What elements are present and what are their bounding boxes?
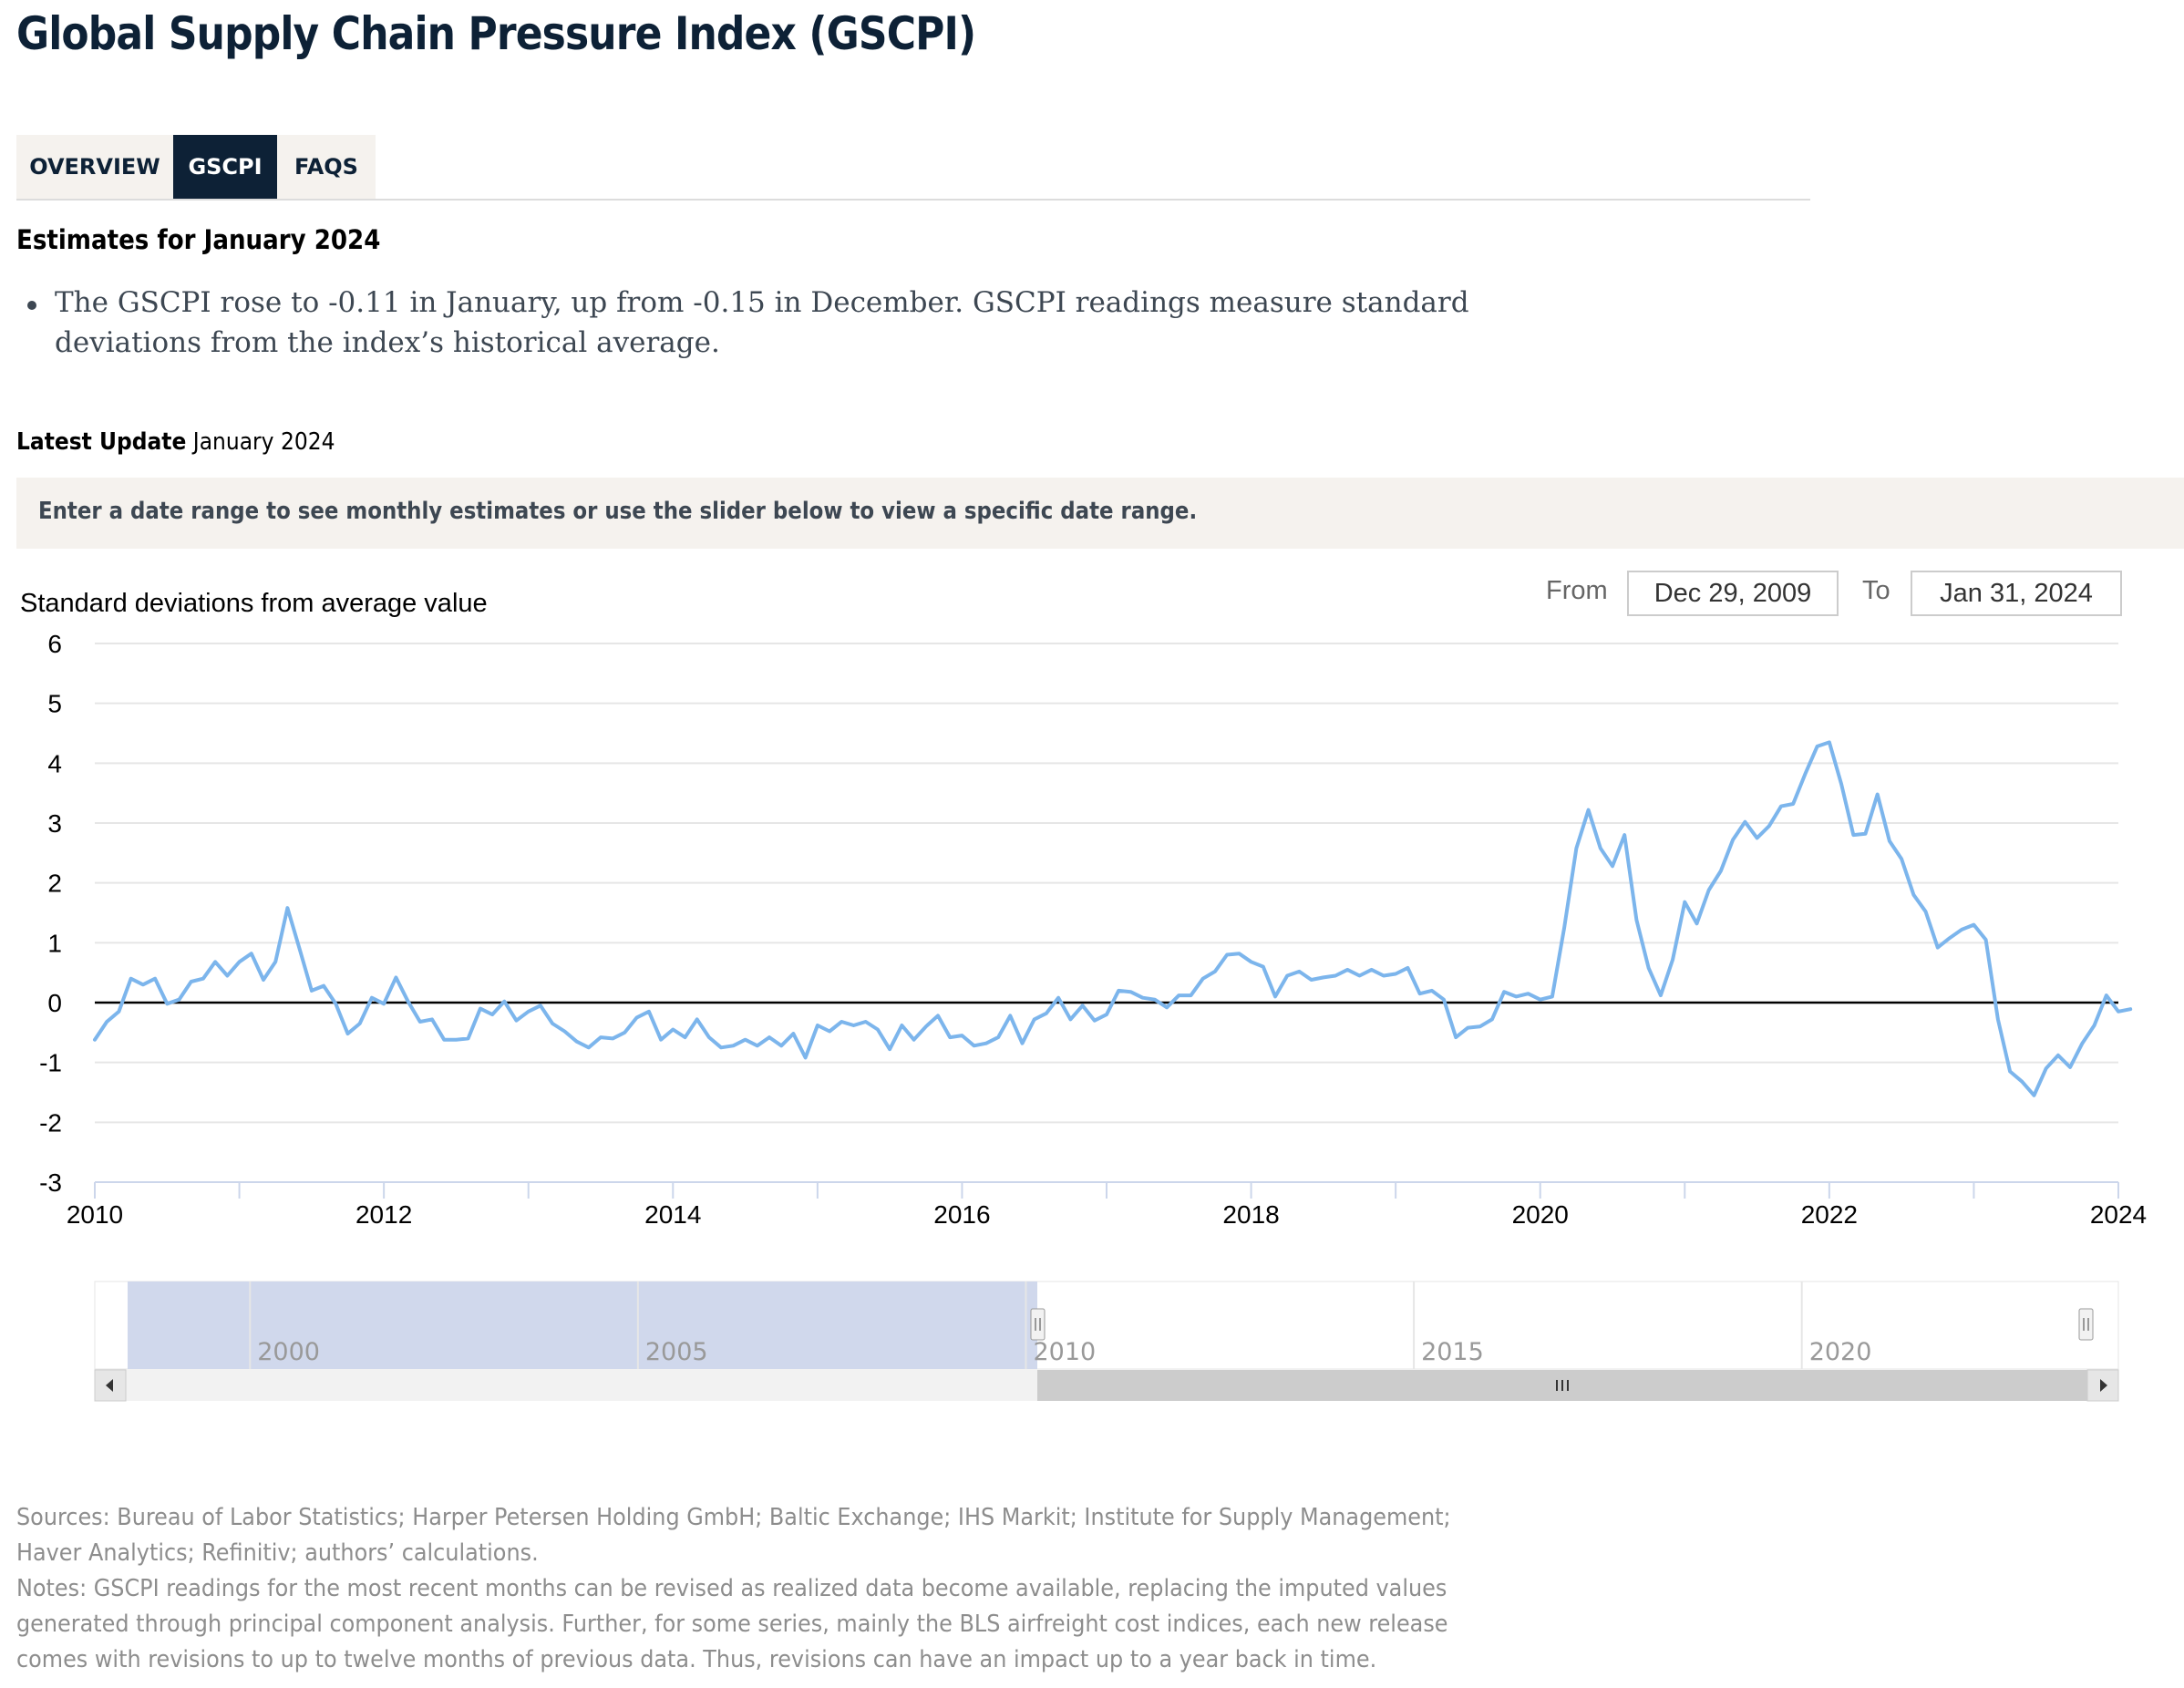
x-tick-label: 2018 <box>1222 1200 1279 1229</box>
y-tick-label: 4 <box>47 749 62 777</box>
arrow-left-icon <box>106 1379 113 1392</box>
latest-update-label: Latest Update <box>16 428 187 456</box>
instruction-text: Enter a date range to see monthly estima… <box>38 498 1198 525</box>
tab-bar: OVERVIEW GSCPI FAQS <box>16 135 1810 201</box>
page-title: Global Supply Chain Pressure Index (GSCP… <box>16 7 976 60</box>
instruction-panel: Enter a date range to see monthly estima… <box>16 478 2184 549</box>
y-tick-label: -1 <box>39 1049 62 1077</box>
estimates-bullet: The GSCPI rose to -0.11 in January, up f… <box>16 283 1566 363</box>
scrollbar-grip-icon <box>1556 1380 1569 1391</box>
x-tick-label: 2020 <box>1512 1200 1569 1229</box>
grid-lines <box>95 643 2118 1183</box>
y-tick-label: 5 <box>47 690 62 718</box>
x-tick-label: 2014 <box>644 1200 701 1229</box>
tab-faqs[interactable]: FAQS <box>277 135 376 199</box>
x-tick-labels: 2010 2012 2014 2016 2018 2020 2022 2024 <box>67 1182 2147 1229</box>
arrow-right-icon <box>2100 1379 2107 1392</box>
notes-text: Notes: GSCPI readings for the most recen… <box>16 1575 1448 1673</box>
scroll-left-button[interactable] <box>94 1369 127 1402</box>
y-tick-label: -2 <box>39 1108 62 1137</box>
y-tick-label: 3 <box>47 809 62 838</box>
range-to-label: To <box>1862 576 1890 605</box>
y-tick-label: 1 <box>47 929 62 957</box>
y-tick-label: -3 <box>39 1168 62 1197</box>
latest-update-value: January 2024 <box>192 428 335 456</box>
navigator-label: 2015 <box>1421 1338 1484 1366</box>
y-axis-title: Standard deviations from average value <box>20 589 488 618</box>
navigator-label: 2005 <box>645 1338 708 1366</box>
navigator-handle-right[interactable] <box>2078 1308 2094 1341</box>
sources-text: Sources: Bureau of Labor Statistics; Har… <box>16 1504 1451 1567</box>
x-tick-label: 2024 <box>2090 1200 2147 1229</box>
x-tick-label: 2022 <box>1801 1200 1858 1229</box>
range-to-input[interactable] <box>1911 571 2122 616</box>
latest-update: Latest Update January 2024 <box>16 428 335 456</box>
sources-notes: Sources: Bureau of Labor Statistics; Har… <box>16 1500 1458 1678</box>
range-from-label: From <box>1546 576 1608 605</box>
navigator-labels: 2000 2005 2010 2015 2020 <box>249 1281 1872 1369</box>
y-tick-labels: 6 5 4 3 2 1 0 -1 -2 -3 <box>39 630 62 1197</box>
tab-gscpi[interactable]: GSCPI <box>173 135 277 199</box>
x-tick-label: 2016 <box>933 1200 990 1229</box>
navigator-handle-left[interactable] <box>1030 1308 1046 1341</box>
tab-overview[interactable]: OVERVIEW <box>16 135 173 199</box>
y-tick-label: 0 <box>47 989 62 1017</box>
x-tick-label: 2010 <box>67 1200 123 1229</box>
navigator-label: 2000 <box>257 1338 320 1366</box>
navigator-mask <box>128 1281 1037 1369</box>
navigator-label: 2010 <box>1033 1338 1096 1366</box>
x-tick-label: 2012 <box>355 1200 412 1229</box>
y-tick-label: 6 <box>47 630 62 658</box>
scroll-right-button[interactable] <box>2086 1369 2119 1402</box>
gscpi-series-line <box>93 740 2133 1097</box>
estimates-list: The GSCPI rose to -0.11 in January, up f… <box>16 283 1566 363</box>
range-from-input[interactable] <box>1627 571 1839 616</box>
navigator-label: 2020 <box>1809 1338 1872 1366</box>
navigator[interactable]: 2000 2005 2010 2015 2020 <box>94 1281 2119 1370</box>
estimates-heading: Estimates for January 2024 <box>16 224 381 255</box>
y-tick-label: 2 <box>47 870 62 898</box>
scrollbar[interactable] <box>94 1369 2119 1402</box>
